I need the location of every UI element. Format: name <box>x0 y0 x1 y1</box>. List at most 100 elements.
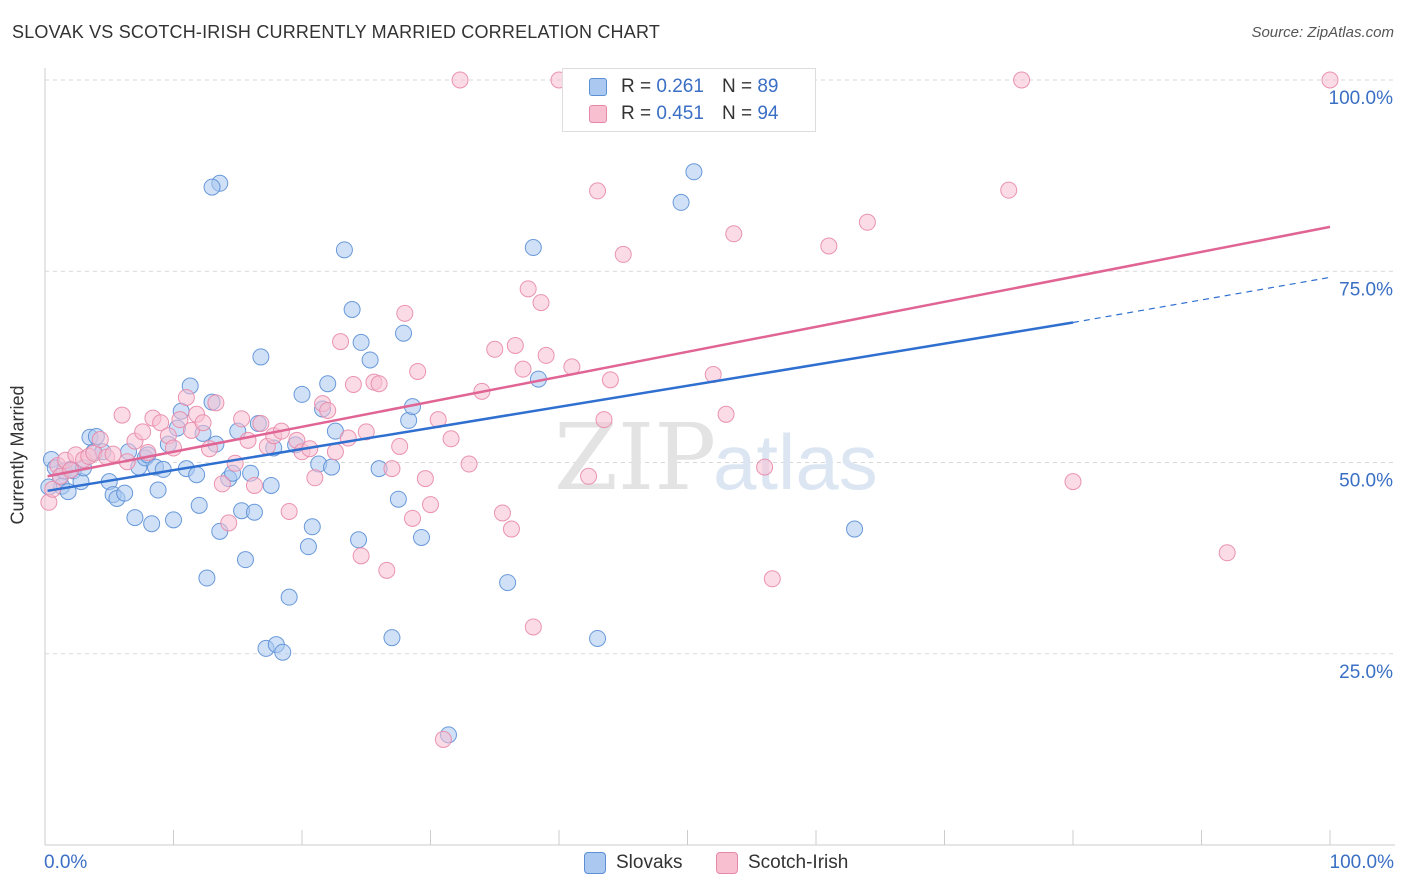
scotch-irish-points <box>40 71 1339 748</box>
scotch-irish-legend-label: Scotch-Irish <box>748 852 849 873</box>
y-tick-label: 25.0% <box>1339 662 1393 683</box>
data-point <box>685 163 703 181</box>
slovaks-trend-extension <box>1072 276 1331 324</box>
y-tick-labels: 25.0% 50.0% 75.0% 100.0% <box>1329 88 1394 683</box>
data-point <box>344 375 362 393</box>
n-label: N = <box>721 76 753 97</box>
data-point <box>190 496 208 514</box>
data-point <box>514 360 532 378</box>
data-point <box>152 414 170 432</box>
data-point <box>506 336 524 354</box>
data-point <box>524 239 542 257</box>
legend-row-scotch-irish: R = 0.451 N = 94 <box>589 102 778 126</box>
y-tick-label: 50.0% <box>1339 471 1393 492</box>
data-point <box>595 411 613 429</box>
data-point <box>280 588 298 606</box>
scotch-irish-swatch <box>589 105 607 123</box>
data-point <box>213 475 231 493</box>
data-point <box>502 520 520 538</box>
data-point <box>589 629 607 647</box>
data-point <box>499 574 517 592</box>
slovaks-legend-swatch <box>584 852 606 874</box>
data-point <box>589 182 607 200</box>
y-tick-label: 100.0% <box>1329 88 1394 109</box>
data-point <box>383 460 401 478</box>
data-point <box>207 394 225 412</box>
data-point <box>332 333 350 351</box>
r-label: R = <box>621 103 652 124</box>
data-point <box>725 225 743 243</box>
n-label: N = <box>721 103 753 124</box>
data-point <box>293 385 311 403</box>
data-point <box>1218 544 1236 562</box>
data-point <box>165 511 182 529</box>
data-point <box>361 351 379 369</box>
data-point <box>413 528 431 546</box>
data-point <box>763 570 781 588</box>
x-tick-max: 100.0% <box>1329 852 1394 873</box>
chart-title: SLOVAK VS SCOTCH-IRISH CURRENTLY MARRIED… <box>12 22 661 42</box>
data-point <box>323 458 341 476</box>
data-point <box>442 430 460 448</box>
data-point <box>239 431 257 449</box>
slovaks-trend-line <box>47 321 1074 493</box>
data-point <box>171 411 189 429</box>
data-point <box>303 518 321 536</box>
data-point <box>226 454 244 472</box>
data-point <box>177 388 195 406</box>
data-point <box>370 375 388 393</box>
legend-item-slovaks: Slovaks <box>584 852 683 874</box>
data-point <box>1013 71 1031 89</box>
data-point <box>756 458 774 476</box>
scotch-irish-trend-line <box>47 225 1331 478</box>
data-point <box>116 484 134 502</box>
data-point <box>188 466 206 484</box>
data-point <box>391 437 409 455</box>
data-point <box>416 470 434 488</box>
data-point <box>422 496 439 514</box>
data-point <box>409 362 427 380</box>
slovaks-swatch <box>589 78 607 96</box>
r-label: R = <box>621 76 652 97</box>
slovaks-r-value: 0.261 <box>656 76 704 97</box>
legend-row-slovaks: R = 0.261 N = 89 <box>589 75 778 99</box>
data-point <box>245 476 263 494</box>
data-point <box>1321 71 1339 89</box>
data-point <box>319 401 337 419</box>
data-point <box>524 618 542 636</box>
data-point <box>262 476 280 494</box>
data-point <box>352 547 370 565</box>
data-point <box>378 561 396 579</box>
data-point <box>614 245 632 263</box>
data-point <box>306 469 324 487</box>
data-point <box>350 531 368 549</box>
data-point <box>299 538 317 556</box>
scotch-irish-legend-swatch <box>716 852 738 874</box>
data-point <box>126 509 144 527</box>
watermark-zip: ZIP <box>554 404 716 511</box>
data-point <box>343 301 361 318</box>
data-point <box>717 405 735 423</box>
data-point <box>396 304 414 322</box>
data-point <box>434 730 452 748</box>
data-point <box>198 569 216 587</box>
data-point <box>335 241 353 259</box>
data-point <box>1064 473 1082 491</box>
data-point <box>104 445 122 463</box>
correlation-legend: R = 0.261 N = 89 R = 0.451 N = 94 <box>562 68 816 132</box>
data-point <box>245 503 263 521</box>
data-point <box>493 504 511 522</box>
data-point <box>220 514 238 532</box>
slovaks-n-value: 89 <box>757 76 779 97</box>
data-point <box>846 520 864 538</box>
x-tick-min: 0.0% <box>44 852 88 873</box>
data-point <box>236 551 254 569</box>
data-point <box>143 515 161 533</box>
data-point <box>252 348 270 366</box>
data-point <box>280 502 298 520</box>
data-point <box>203 178 221 196</box>
data-point <box>326 443 344 461</box>
legend-item-scotch-irish: Scotch-Irish <box>716 852 848 874</box>
data-point <box>519 280 537 298</box>
